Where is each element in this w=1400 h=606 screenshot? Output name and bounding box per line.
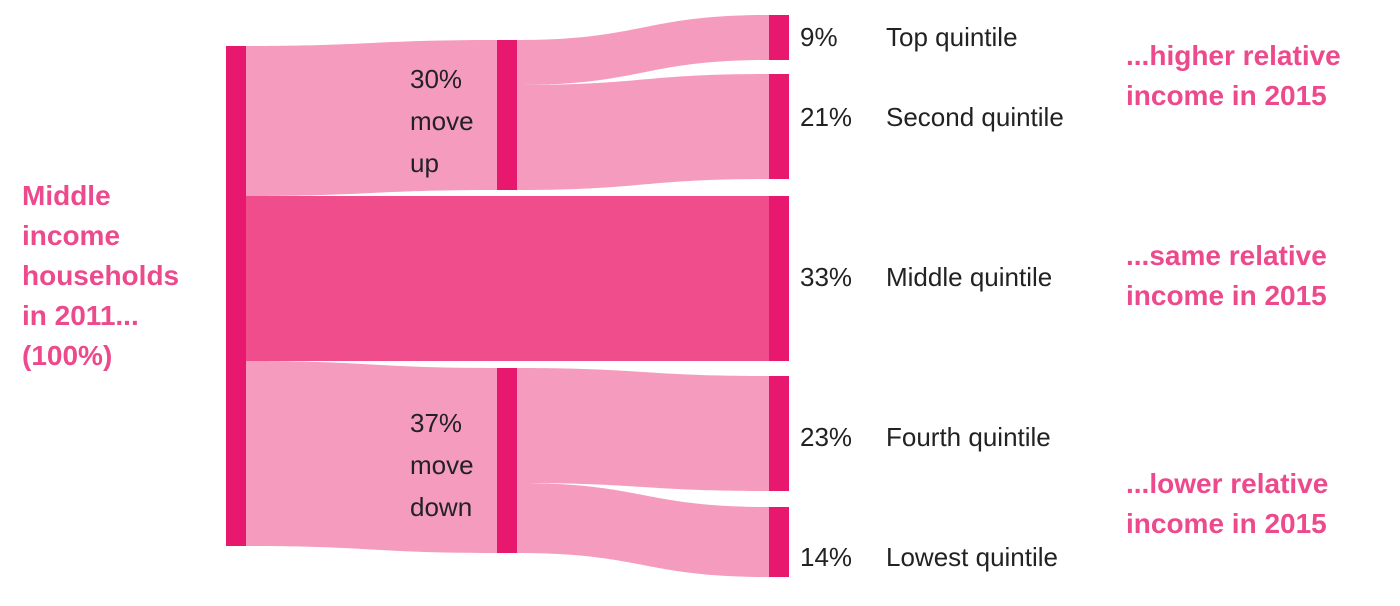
step-name: move down xyxy=(410,450,474,522)
node xyxy=(769,196,789,361)
group-annotation: ...lower relative income in 2015 xyxy=(1126,468,1329,539)
node xyxy=(769,15,789,60)
target-value: 21% xyxy=(800,102,853,132)
step-label: 30% move up xyxy=(410,58,474,184)
group-annotation: ...higher relative income in 2015 xyxy=(1126,40,1341,111)
flow xyxy=(517,368,769,491)
target-value: 9% xyxy=(800,22,838,52)
flow xyxy=(517,74,769,190)
target-value: 33% xyxy=(800,262,853,292)
node xyxy=(497,40,517,190)
target-name: Top quintile xyxy=(886,22,1018,52)
node xyxy=(769,74,789,179)
source-label: Middle income households in 2011... (100%… xyxy=(22,176,179,376)
target-value: 23% xyxy=(800,422,853,452)
step-label: 37% move down xyxy=(410,402,474,528)
flow xyxy=(246,40,497,196)
step-value: 37% xyxy=(410,408,463,438)
flow xyxy=(246,361,497,553)
step-name: move up xyxy=(410,106,474,178)
flow xyxy=(246,196,769,361)
source-value: (100%) xyxy=(22,340,113,371)
target-name: Lowest quintile xyxy=(886,542,1058,572)
step-value: 30% xyxy=(410,64,463,94)
node xyxy=(769,376,789,491)
flow xyxy=(517,483,769,577)
node xyxy=(226,46,246,546)
target-name: Second quintile xyxy=(886,102,1064,132)
target-value: 14% xyxy=(800,542,853,572)
target-name: Fourth quintile xyxy=(886,422,1051,452)
flow xyxy=(517,15,769,85)
node xyxy=(769,507,789,577)
group-annotation: ...same relative income in 2015 xyxy=(1126,240,1327,311)
source-name: Middle income households in 2011... xyxy=(22,180,180,331)
node xyxy=(497,368,517,553)
target-name: Middle quintile xyxy=(886,262,1053,292)
